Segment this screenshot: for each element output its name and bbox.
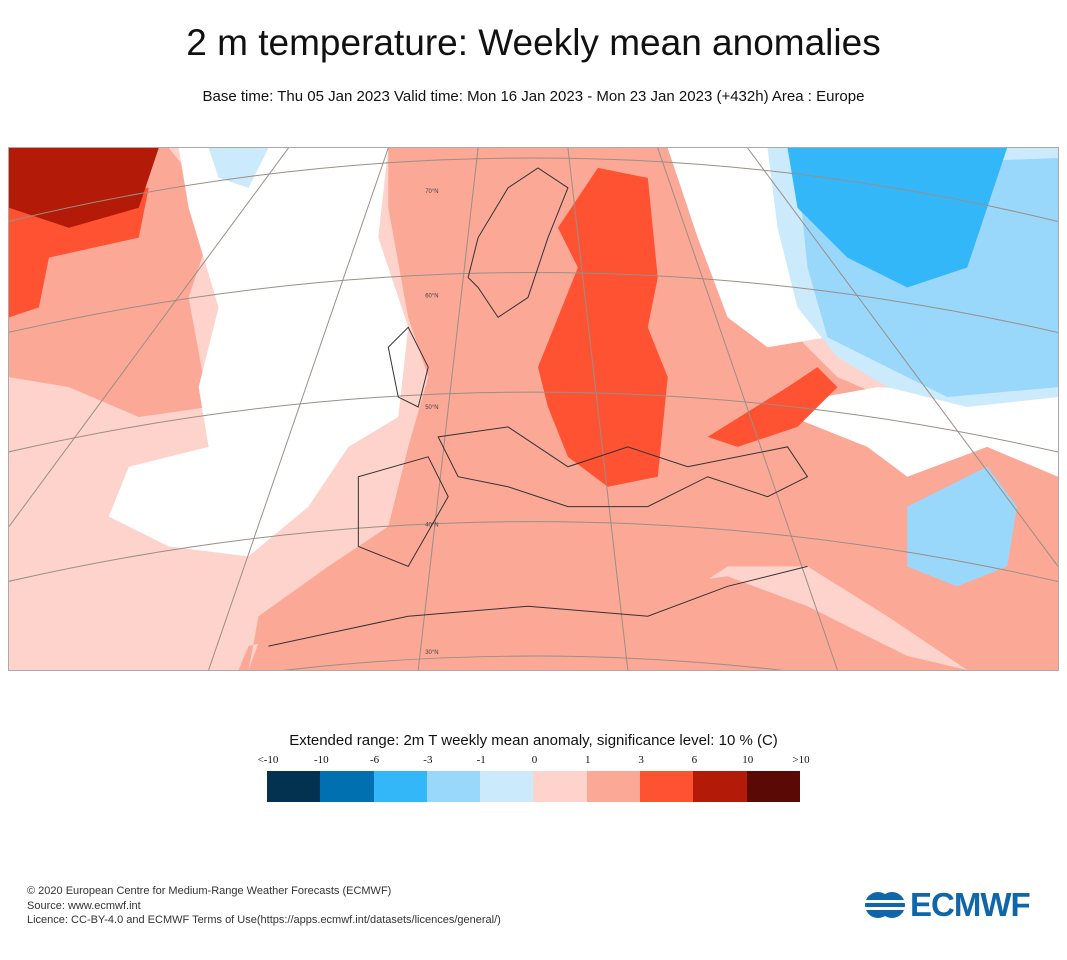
copyright-text: © 2020 European Centre for Medium-Range …	[27, 885, 392, 897]
neutral-region	[767, 387, 1058, 477]
anomaly-region-3-6	[9, 187, 149, 318]
legend-swatch	[426, 771, 481, 802]
legend-swatch	[693, 771, 747, 802]
legend-swatch	[320, 771, 374, 802]
logo-text: ECMWF	[910, 886, 1031, 923]
legend-tick: -10	[313, 754, 329, 766]
legend-tick: 0	[531, 754, 538, 766]
legend-tick: 3	[638, 754, 644, 766]
anomaly-region-3-6	[707, 367, 838, 447]
legend-swatch	[373, 771, 427, 802]
legend-tick: -3	[423, 754, 433, 766]
anomaly-region-neg6-neg3	[787, 148, 1008, 288]
legend-colorbar	[267, 771, 800, 802]
anomaly-region-neg1-0	[208, 148, 269, 188]
latitude-label: 70°N	[425, 189, 438, 195]
legend-swatch	[533, 771, 587, 802]
latitude-label: 40°N	[425, 523, 438, 529]
anomaly-region-3-6	[537, 167, 668, 487]
legend-tick: 6	[691, 754, 698, 766]
legend-tick: -1	[476, 754, 486, 766]
latitude-label: 50°N	[425, 405, 438, 411]
source-text: Source: www.ecmwf.int	[27, 899, 141, 912]
legend-swatch	[746, 771, 800, 802]
graticule	[9, 148, 1058, 670]
latitude-label: 60°N	[425, 293, 438, 299]
anomaly-map: 70°N 60°N 50°N 40°N 30°N	[8, 147, 1059, 671]
coastlines	[268, 167, 809, 647]
neutral-region	[108, 148, 409, 557]
legend-tick: -6	[370, 754, 380, 766]
legend-title: Extended range: 2m T weekly mean anomaly…	[289, 732, 778, 749]
legend-swatch	[640, 771, 694, 802]
ecmwf-logo: ECMWF	[864, 886, 1031, 924]
ecmwf-logo-icon	[864, 892, 906, 918]
licence-text: Licence: CC-BY-4.0 and ECMWF Terms of Us…	[27, 914, 501, 926]
legend-swatch	[586, 771, 641, 802]
anomaly-region-1-3	[248, 546, 968, 670]
legend-ticks: <-10 -10 -6 -3 -1 0 1 3 6 10 >10	[258, 754, 810, 768]
footer: © 2020 European Centre for Medium-Range …	[27, 884, 501, 928]
legend-tick: >10	[792, 754, 810, 766]
legend-swatch	[480, 771, 534, 802]
page-subtitle: Base time: Thu 05 Jan 2023 Valid time: M…	[202, 88, 865, 105]
latitude-label: 30°N	[425, 650, 438, 656]
legend-swatch	[267, 771, 321, 802]
legend-tick: 1	[585, 754, 591, 766]
anomaly-region-6-10	[9, 148, 159, 228]
legend-tick: 10	[742, 754, 754, 766]
page-title: 2 m temperature: Weekly mean anomalies	[186, 22, 881, 63]
legend-tick: <-10	[257, 754, 279, 766]
